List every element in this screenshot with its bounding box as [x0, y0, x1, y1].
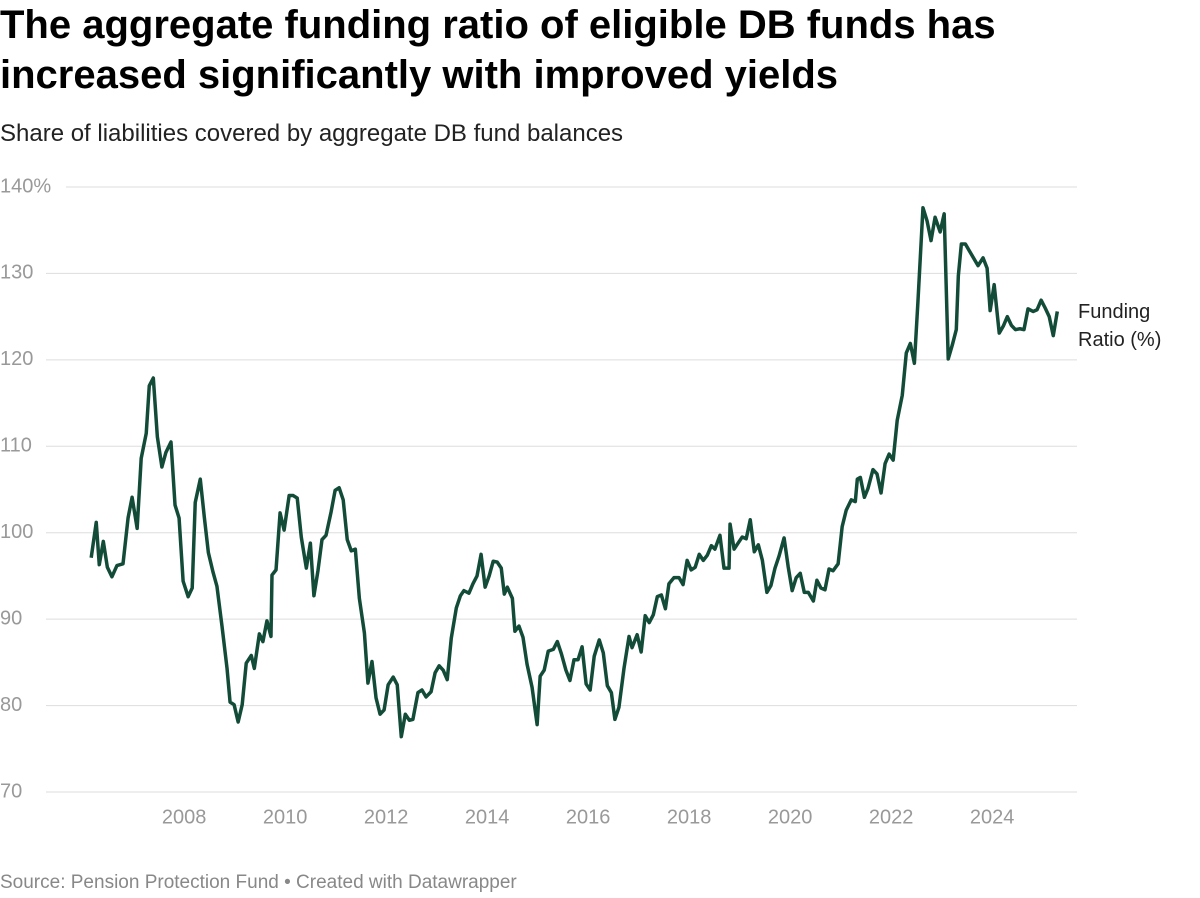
y-tick-label: 120	[0, 348, 33, 370]
x-tick-label: 2018	[667, 806, 712, 828]
x-tick-label: 2012	[364, 806, 409, 828]
x-tick-label: 2008	[162, 806, 207, 828]
y-tick-label: 100	[0, 521, 33, 543]
chart-subtitle: Share of liabilities covered by aggregat…	[0, 120, 624, 147]
series-label: Funding Ratio (%)	[1078, 301, 1162, 351]
y-tick-label: 110	[0, 435, 32, 457]
source-note: Source: Pension Protection Fund • Create…	[0, 872, 517, 893]
y-tick-label: 80	[0, 694, 22, 716]
y-tick-label: 70	[0, 780, 22, 802]
x-tick-label: 2016	[566, 806, 611, 828]
y-tick-label: 140%	[0, 175, 51, 197]
x-tick-label: 2020	[768, 806, 813, 828]
y-tick-label: 130	[0, 262, 33, 284]
x-tick-label: 2014	[465, 806, 510, 828]
data-line	[89, 205, 1060, 739]
x-tick-label: 2022	[869, 806, 914, 828]
chart-title: The aggregate funding ratio of eligible …	[0, 3, 996, 97]
x-tick-label: 2024	[970, 806, 1015, 828]
x-tick-label: 2010	[263, 806, 308, 828]
y-tick-label: 90	[0, 607, 22, 629]
